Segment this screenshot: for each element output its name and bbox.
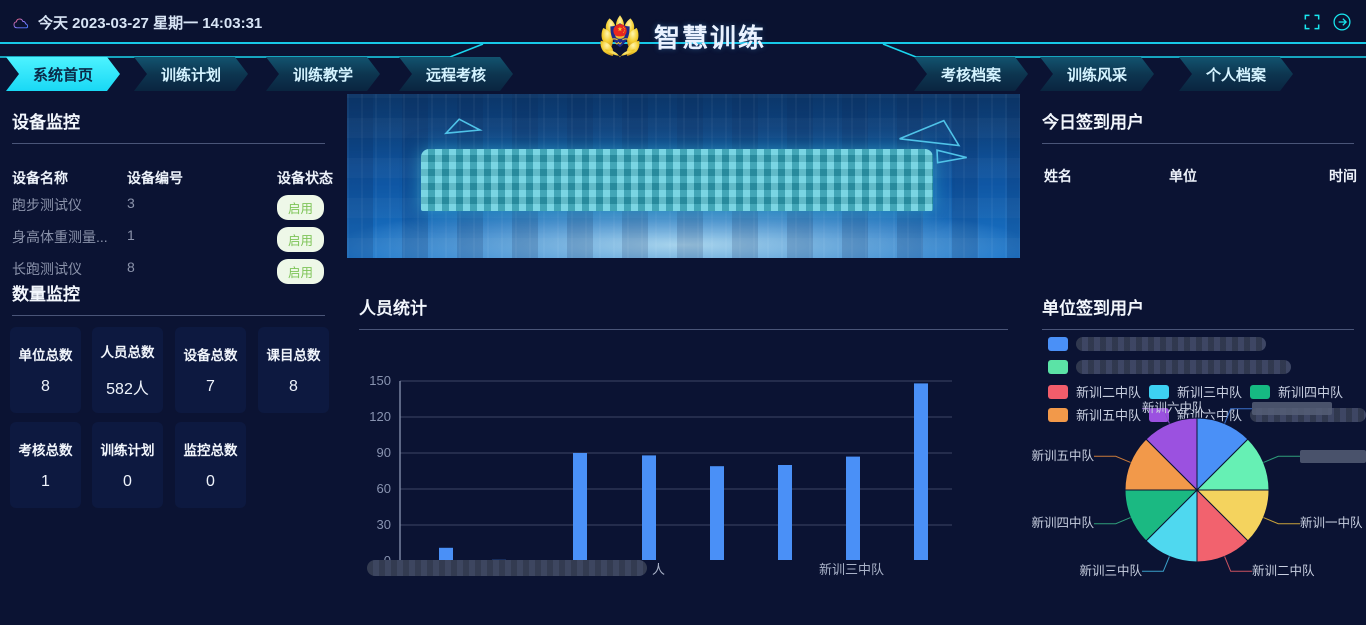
svg-text:新训三中队: 新训三中队	[1079, 563, 1142, 578]
svg-text:90: 90	[377, 445, 391, 460]
svg-text:30: 30	[377, 517, 391, 532]
svg-text:新训四中队: 新训四中队	[1031, 515, 1094, 530]
svg-text:新训一中队: 新训一中队	[1300, 515, 1363, 530]
svg-text:新训六中队: 新训六中队	[1142, 400, 1205, 415]
svg-text:150: 150	[369, 373, 391, 388]
svg-text:120: 120	[369, 409, 391, 424]
svg-text:60: 60	[377, 481, 391, 496]
svg-text:0: 0	[384, 553, 391, 560]
svg-text:新训二中队: 新训二中队	[1252, 563, 1315, 578]
svg-text:新训五中队: 新训五中队	[1031, 448, 1094, 463]
